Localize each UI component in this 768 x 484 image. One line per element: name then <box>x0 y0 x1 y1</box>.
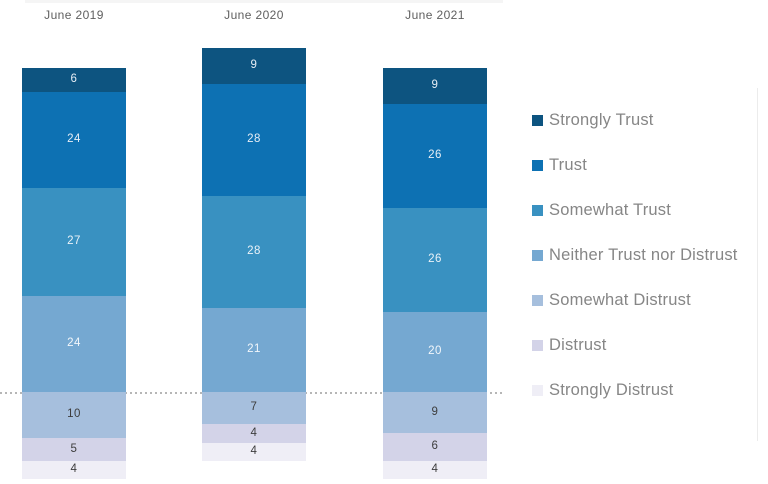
legend-item: Trust <box>532 155 738 176</box>
segment-value-label: 7 <box>250 401 258 414</box>
segment-value-label: 20 <box>428 345 442 358</box>
bar-segment: 4 <box>383 460 487 480</box>
legend-swatch-icon <box>532 295 543 306</box>
segment-value-label: 4 <box>250 445 258 458</box>
legend: Strongly Trust Trust Somewhat Trust Neither… <box>532 110 738 425</box>
legend-item: Strongly Trust <box>532 110 738 131</box>
bar-segment: 26 <box>383 104 487 208</box>
segment-value-label: 26 <box>428 149 442 162</box>
legend-swatch-icon <box>532 205 543 216</box>
segment-value-label: 9 <box>250 59 258 72</box>
column-header: June 2019 <box>44 8 104 22</box>
bar-segment: 4 <box>202 424 306 443</box>
column-header: June 2020 <box>224 8 284 22</box>
bar-segment: 6 <box>22 68 126 92</box>
segment-value-label: 28 <box>247 245 261 258</box>
segment-value-label: 9 <box>431 405 439 418</box>
segment-value-label: 24 <box>67 337 81 350</box>
legend-label: Trust <box>549 156 587 174</box>
legend-item: Neither Trust nor Distrust <box>532 245 738 266</box>
segment-value-label: 4 <box>431 463 439 476</box>
segment-value-label: 24 <box>67 133 81 146</box>
bar-segment: 5 <box>22 438 126 461</box>
legend-swatch-icon <box>532 250 543 261</box>
segment-value-label: 28 <box>247 133 261 146</box>
segment-value-label: 4 <box>70 463 78 476</box>
bar-segment: 28 <box>202 84 306 196</box>
bar-segment: 10 <box>22 392 126 438</box>
segment-value-label: 5 <box>70 442 78 455</box>
bar-segment: 24 <box>22 296 126 392</box>
legend-label: Neither Trust nor Distrust <box>549 246 738 264</box>
legend-swatch-icon <box>532 115 543 126</box>
segment-value-label: 4 <box>250 426 258 439</box>
legend-label: Somewhat Trust <box>549 201 672 219</box>
bar-segment: 6 <box>383 433 487 461</box>
bar-segment: 24 <box>22 92 126 188</box>
stacked-bar-june-2021: 9 26 26 20 9 6 4 <box>383 68 487 480</box>
bar-segment: 4 <box>202 442 306 461</box>
legend-label: Distrust <box>549 336 607 354</box>
bar-segment: 9 <box>383 68 487 104</box>
bar-segment: 7 <box>202 392 306 425</box>
bar-segment: 20 <box>383 312 487 392</box>
segment-value-label: 6 <box>431 440 439 453</box>
segment-value-label: 26 <box>428 253 442 266</box>
bar-segment: 9 <box>202 48 306 84</box>
segment-value-label: 10 <box>67 408 81 421</box>
bar-segment: 28 <box>202 196 306 308</box>
right-edge-line <box>757 88 758 441</box>
column-header: June 2021 <box>405 8 465 22</box>
legend-swatch-icon <box>532 385 543 396</box>
bar-segment: 21 <box>202 308 306 392</box>
bar-segment: 4 <box>22 461 126 480</box>
bar-segment: 9 <box>383 392 487 434</box>
legend-item: Strongly Distrust <box>532 380 738 401</box>
segment-value-label: 6 <box>70 73 78 86</box>
legend-label: Somewhat Distrust <box>549 291 691 309</box>
legend-swatch-icon <box>532 160 543 171</box>
legend-item: Somewhat Distrust <box>532 290 738 311</box>
bar-segment: 26 <box>383 208 487 312</box>
legend-item: Distrust <box>532 335 738 356</box>
legend-swatch-icon <box>532 340 543 351</box>
stacked-bar-june-2020: 9 28 28 21 7 4 4 <box>202 48 306 461</box>
legend-item: Somewhat Trust <box>532 200 738 221</box>
segment-value-label: 27 <box>67 235 81 248</box>
legend-label: Strongly Distrust <box>549 381 674 399</box>
segment-value-label: 9 <box>431 79 439 92</box>
legend-label: Strongly Trust <box>549 111 654 129</box>
segment-value-label: 21 <box>247 343 261 356</box>
stacked-bar-june-2019: 6 24 27 24 10 5 4 <box>22 68 126 480</box>
bar-segment: 27 <box>22 188 126 296</box>
top-divider-strip <box>25 0 503 3</box>
